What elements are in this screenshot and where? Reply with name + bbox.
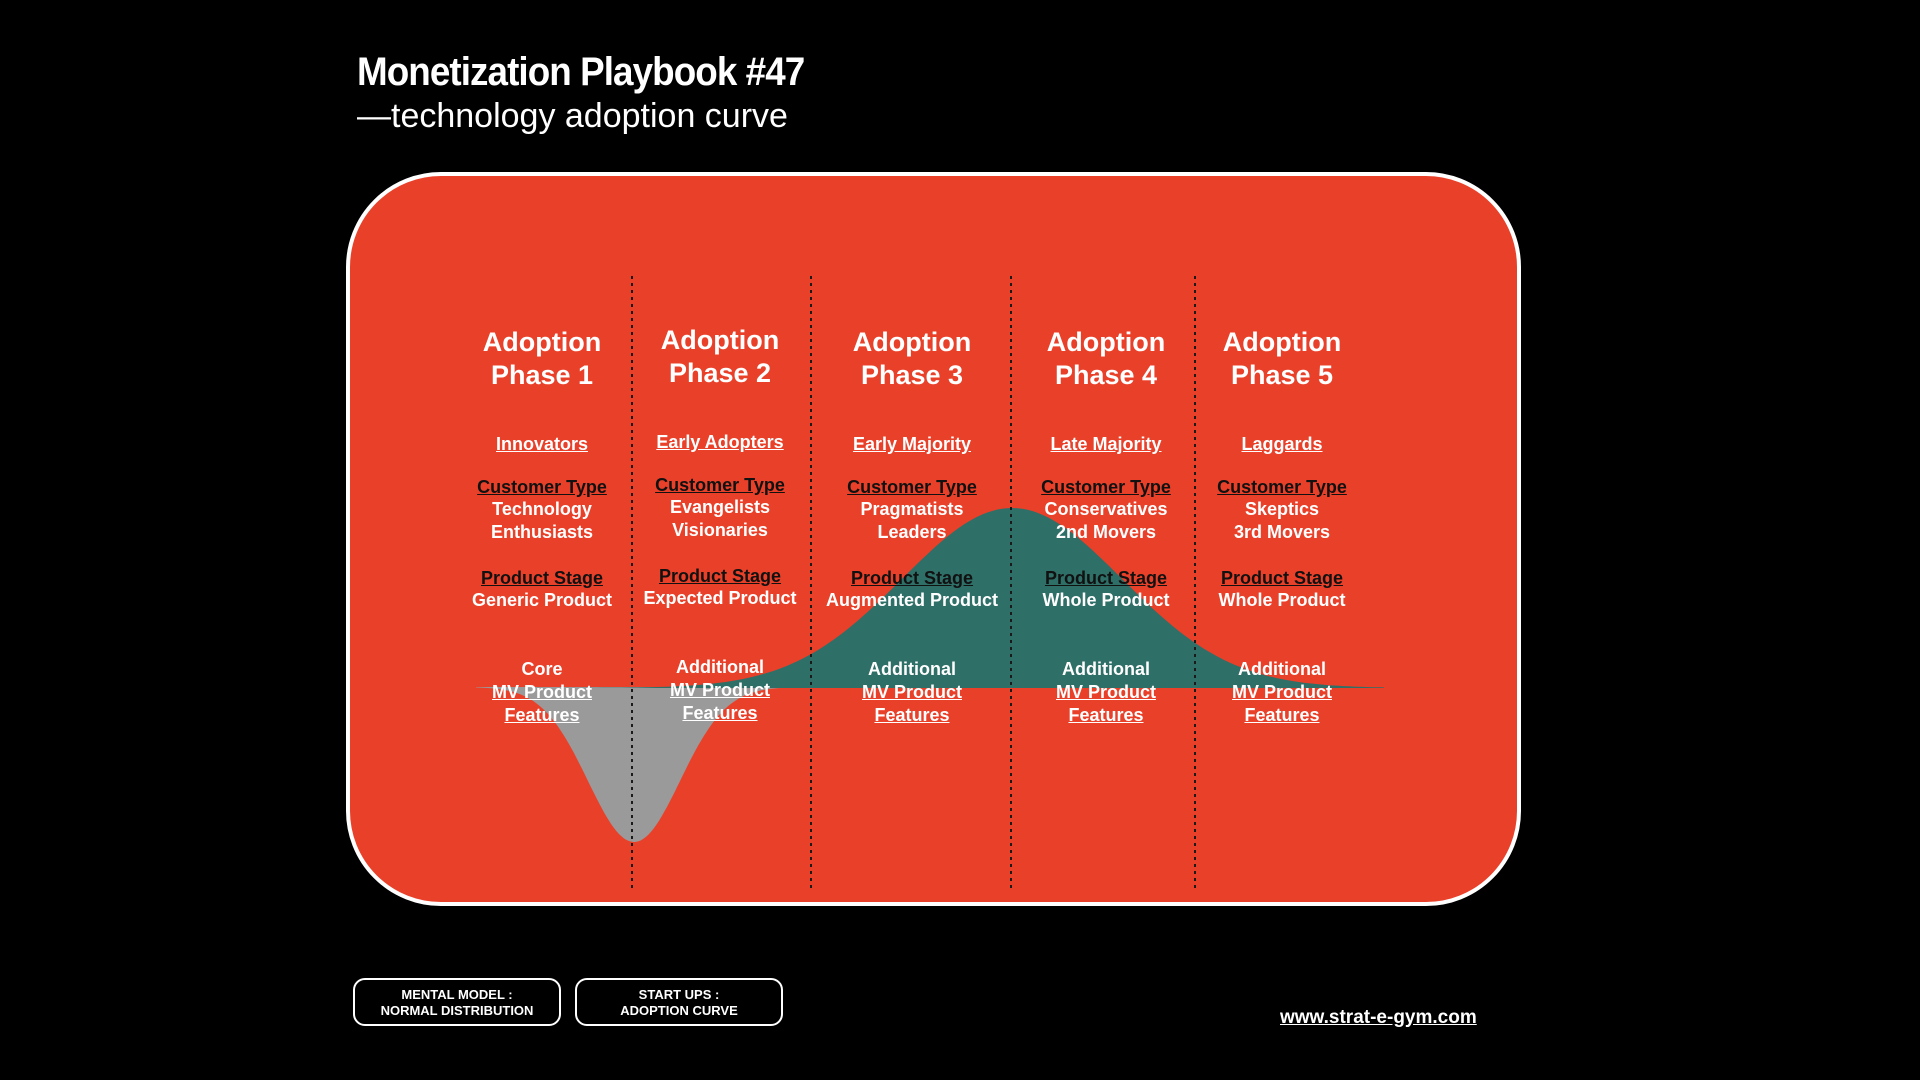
customer-type-line: Evangelists <box>669 497 771 517</box>
features-line: MV Product <box>669 680 770 700</box>
phase-title-line: Adoption <box>482 327 602 357</box>
features-line: Features <box>504 705 580 725</box>
features-line: Core <box>521 659 563 679</box>
adopter-group: Innovators <box>495 434 588 454</box>
phase-title-number: Phase 1 <box>490 360 594 390</box>
features-line: MV Product <box>1231 682 1332 702</box>
features-line: Features <box>874 705 950 725</box>
features-line: Additional <box>1062 659 1150 679</box>
features-line: Features <box>1068 705 1144 725</box>
adopter-group: Early Adopters <box>656 432 784 452</box>
phase-dividers <box>631 276 1196 890</box>
customer-type-value: Skeptics 3rd Movers <box>1187 498 1377 544</box>
adopter-group: Early Majority <box>852 434 972 454</box>
product-stage-label: Product Stage <box>850 568 974 588</box>
phase-column-2: Adoption Phase 2 Early Adopters Customer … <box>625 324 815 725</box>
product-stage-label: Product Stage <box>658 566 782 586</box>
mvp-features-label: Additional MV Product Features <box>1187 658 1377 727</box>
adopter-group: Late Majority <box>1050 434 1162 454</box>
customer-type-label: Customer Type <box>477 477 607 497</box>
phase-title-number: Phase 5 <box>1230 360 1334 390</box>
features-line: MV Product <box>491 682 592 702</box>
page-subtitle: —technology adoption curve <box>357 97 788 135</box>
startups-adoption-curve-button[interactable]: START UPS : ADOPTION CURVE <box>575 978 783 1026</box>
customer-type-label: Customer Type <box>655 475 785 495</box>
phase-column-3: Adoption Phase 3 Early Majority Customer … <box>817 326 1007 727</box>
mental-model-button[interactable]: MENTAL MODEL : NORMAL DISTRIBUTION <box>353 978 561 1026</box>
phase-column-1: Adoption Phase 1 Innovators Customer Type… <box>447 326 637 727</box>
button-label-line: NORMAL DISTRIBUTION <box>380 1003 534 1018</box>
button-label-line: ADOPTION CURVE <box>620 1003 738 1018</box>
product-stage-value: Expected Product <box>643 588 797 608</box>
phase-column-4: Adoption Phase 4 Late Majority Customer T… <box>1011 326 1201 727</box>
button-label-line: START UPS : <box>638 987 720 1002</box>
phase-title: Adoption Phase 4 <box>1011 326 1201 392</box>
mvp-features-label: Additional MV Product Features <box>817 658 1007 727</box>
phase-title: Adoption Phase 3 <box>817 326 1007 392</box>
customer-type-line: Visionaries <box>672 520 768 540</box>
mvp-features-label: Additional MV Product Features <box>625 656 815 725</box>
features-line: Additional <box>676 657 764 677</box>
phase-column-5: Adoption Phase 5 Laggards Customer Type S… <box>1187 326 1377 727</box>
website-link[interactable]: www.strat-e-gym.com <box>1280 1007 1477 1028</box>
adoption-curve-diagram <box>476 276 1384 890</box>
customer-type-line: Conservatives <box>1044 499 1168 519</box>
product-stage-value: Augmented Product <box>825 590 998 610</box>
phase-title: Adoption Phase 5 <box>1187 326 1377 392</box>
adopter-group: Laggards <box>1241 434 1323 454</box>
product-stage-value: Whole Product <box>1218 590 1346 610</box>
customer-type-line: Pragmatists <box>860 499 964 519</box>
customer-type-line: 3rd Movers <box>1233 522 1331 542</box>
phase-title: Adoption Phase 1 <box>447 326 637 392</box>
customer-type-label: Customer Type <box>1217 477 1347 497</box>
adoption-bell-curve <box>582 508 1384 688</box>
product-stage-label: Product Stage <box>1220 568 1344 588</box>
customer-type-line: Skeptics <box>1244 499 1320 519</box>
phase-title-number: Phase 4 <box>1054 360 1158 390</box>
features-line: MV Product <box>861 682 962 702</box>
customer-type-line: Enthusiasts <box>490 522 594 542</box>
mvp-features-label: Core MV Product Features <box>447 658 637 727</box>
customer-type-label: Customer Type <box>1041 477 1171 497</box>
customer-type-value: Technology Enthusiasts <box>447 498 637 544</box>
phase-title-number: Phase 3 <box>860 360 964 390</box>
product-stage-label: Product Stage <box>1044 568 1168 588</box>
button-label-line: MENTAL MODEL : <box>401 987 513 1002</box>
phase-title-line: Adoption <box>1222 327 1342 357</box>
customer-type-line: 2nd Movers <box>1055 522 1157 542</box>
customer-type-value: Conservatives 2nd Movers <box>1011 498 1201 544</box>
product-stage-label: Product Stage <box>480 568 604 588</box>
product-stage-value: Whole Product <box>1042 590 1170 610</box>
phase-title-line: Adoption <box>660 325 780 355</box>
phase-title-line: Adoption <box>1046 327 1166 357</box>
features-line: Additional <box>1238 659 1326 679</box>
features-line: Additional <box>868 659 956 679</box>
customer-type-line: Leaders <box>877 522 947 542</box>
features-line: Features <box>1244 705 1320 725</box>
adoption-curve-panel: Adoption Phase 1 Innovators Customer Type… <box>346 172 1521 906</box>
mvp-features-label: Additional MV Product Features <box>1011 658 1201 727</box>
features-line: Features <box>682 703 758 723</box>
page-title: Monetization Playbook #47 <box>357 50 805 94</box>
customer-type-value: Pragmatists Leaders <box>817 498 1007 544</box>
phase-title-line: Adoption <box>852 327 972 357</box>
product-stage-value: Generic Product <box>471 590 613 610</box>
customer-type-value: Evangelists Visionaries <box>625 496 815 542</box>
phase-title-number: Phase 2 <box>668 358 772 388</box>
customer-type-label: Customer Type <box>847 477 977 497</box>
features-line: MV Product <box>1055 682 1156 702</box>
customer-type-line: Technology <box>492 499 592 519</box>
mvp-features-curve <box>476 687 794 842</box>
phase-title: Adoption Phase 2 <box>625 324 815 390</box>
